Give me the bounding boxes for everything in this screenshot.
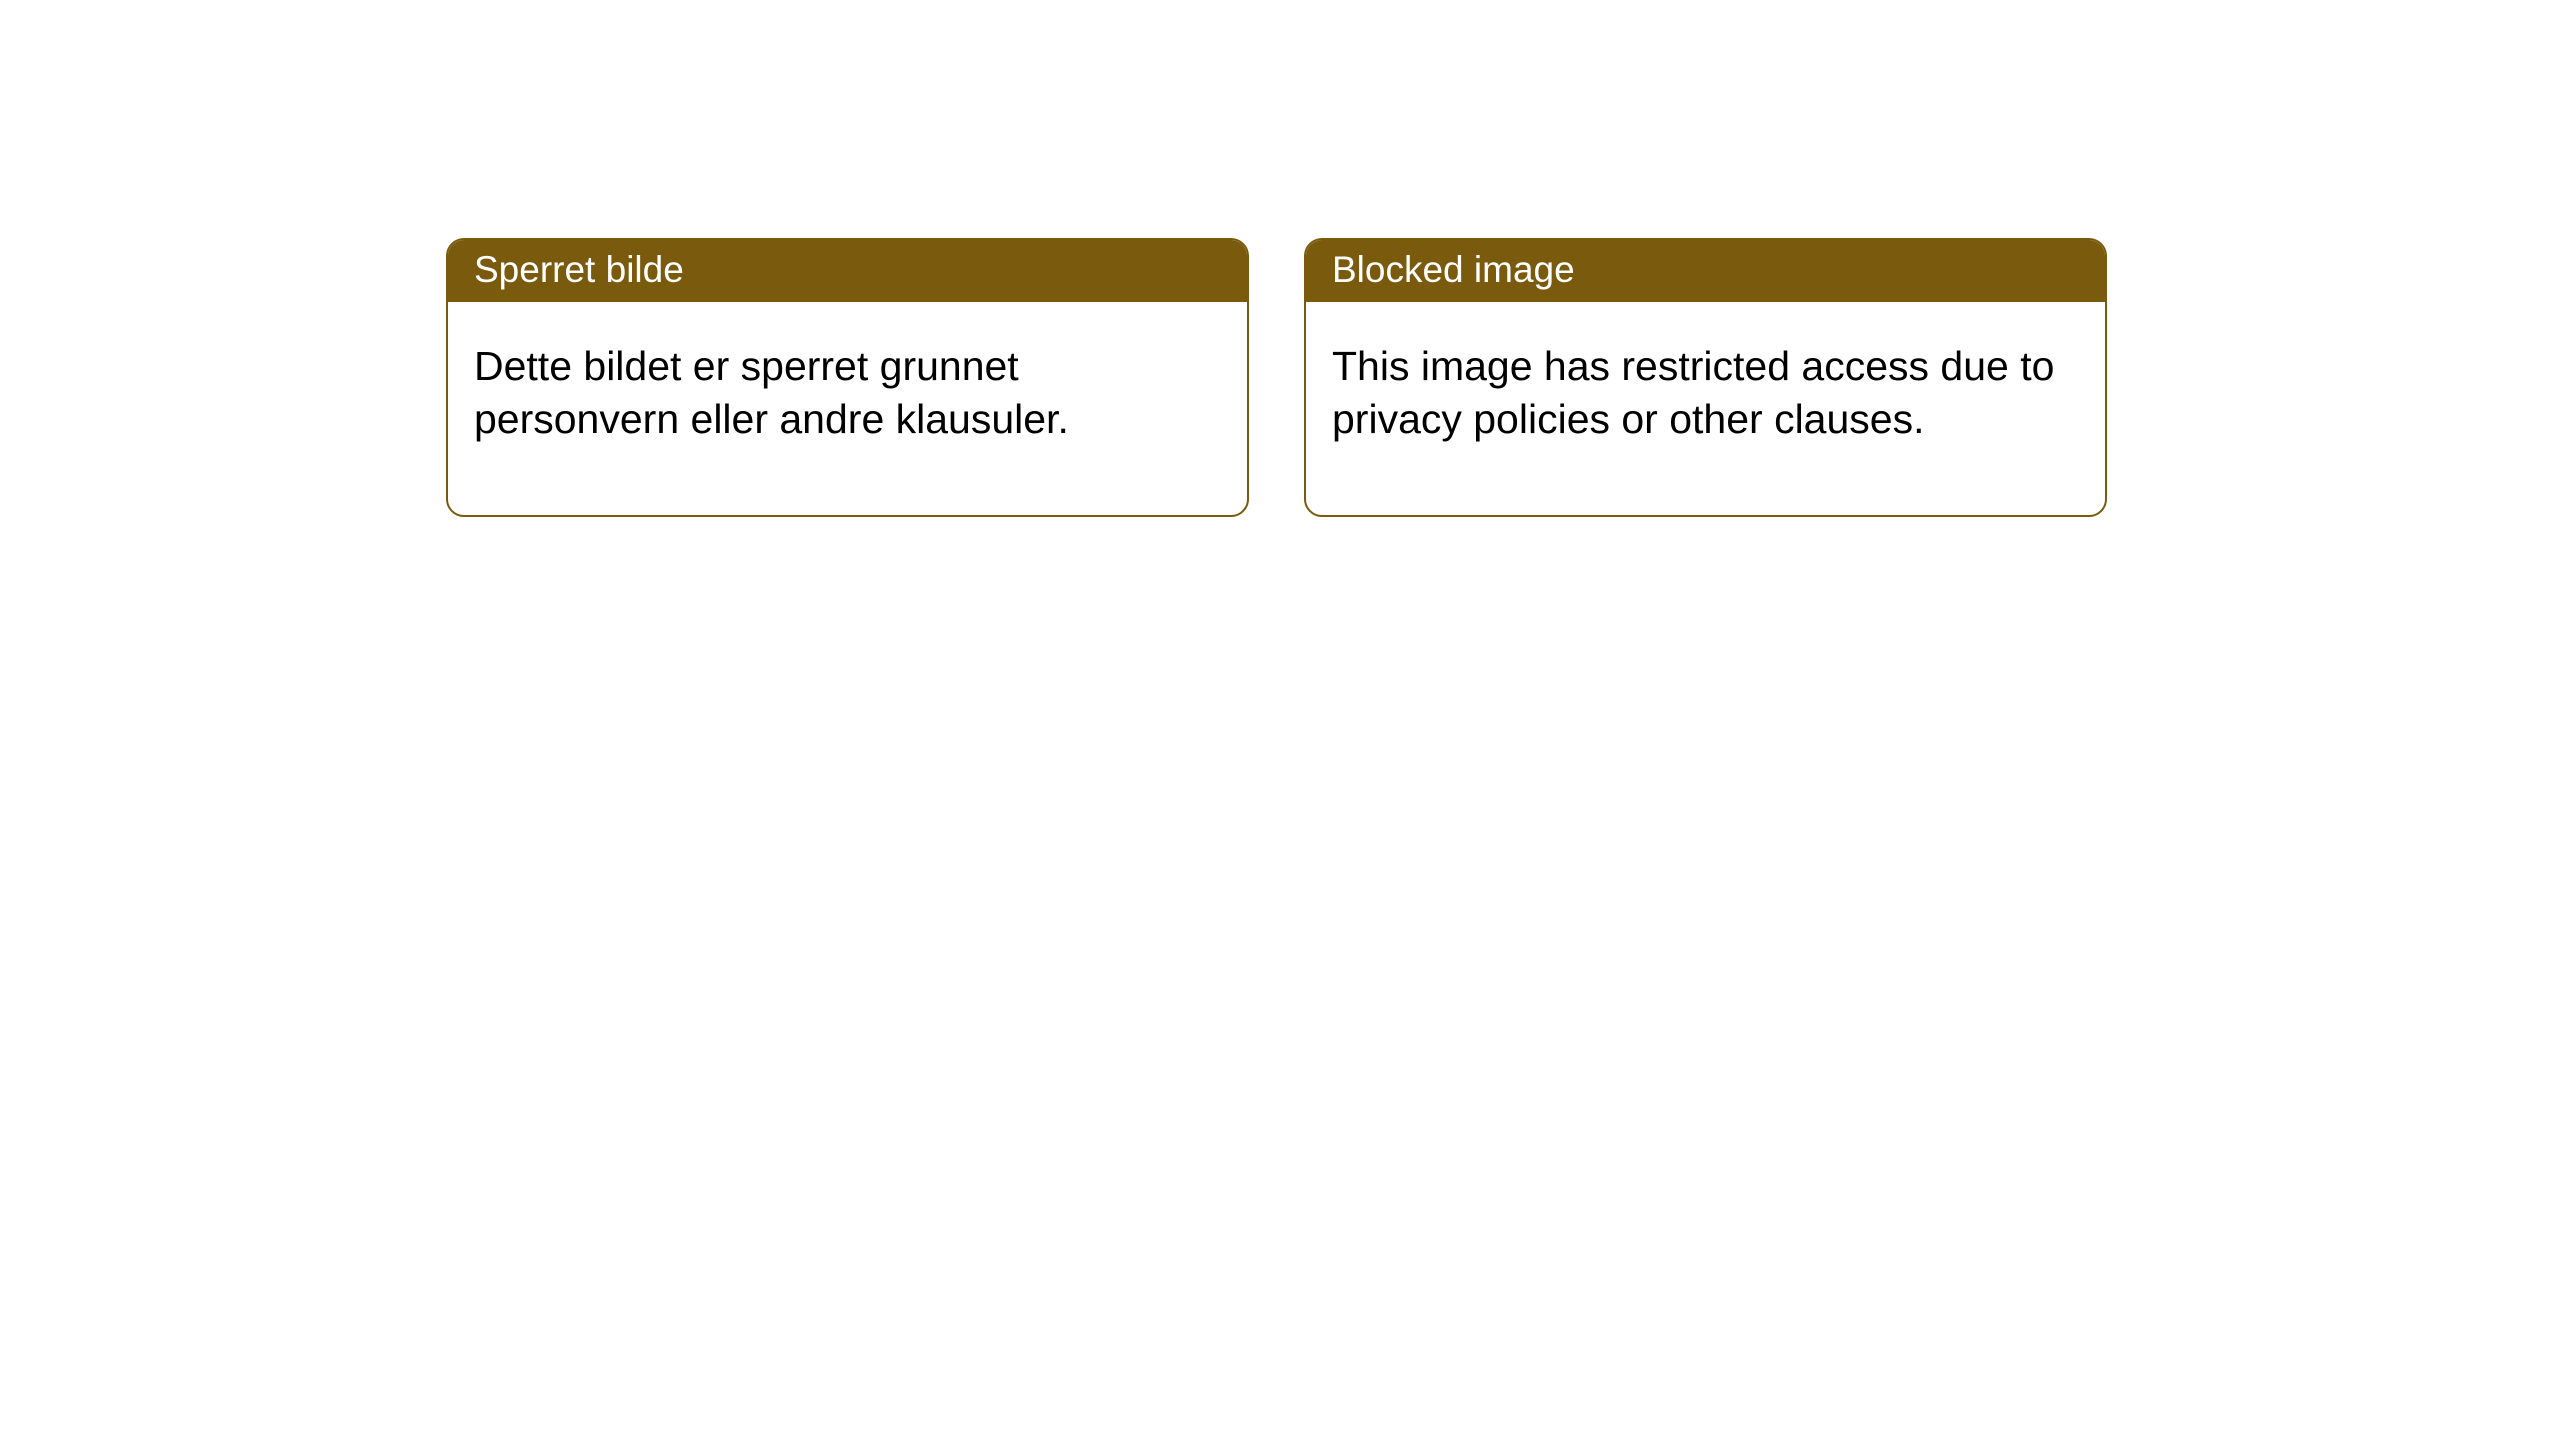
notice-body: Dette bildet er sperret grunnet personve… <box>448 302 1247 515</box>
notice-title: Blocked image <box>1306 240 2105 302</box>
notice-title: Sperret bilde <box>448 240 1247 302</box>
notice-card-english: Blocked image This image has restricted … <box>1304 238 2107 517</box>
notice-card-norwegian: Sperret bilde Dette bildet er sperret gr… <box>446 238 1249 517</box>
notice-container: Sperret bilde Dette bildet er sperret gr… <box>0 0 2560 517</box>
notice-body: This image has restricted access due to … <box>1306 302 2105 515</box>
